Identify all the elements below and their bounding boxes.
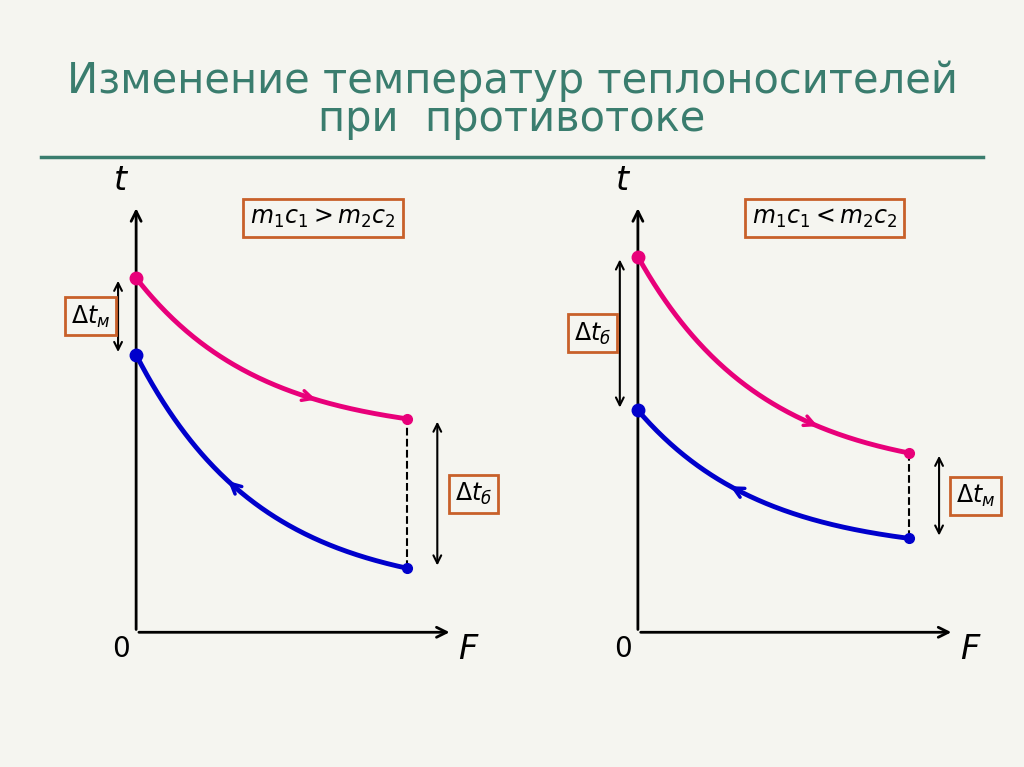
Text: Изменение температур теплоносителей: Изменение температур теплоносителей <box>67 60 957 101</box>
Text: $F$: $F$ <box>961 633 982 666</box>
Text: $\Delta t_м$: $\Delta t_м$ <box>72 303 111 330</box>
Text: $t$: $t$ <box>113 164 129 197</box>
Text: $F$: $F$ <box>459 633 480 666</box>
Text: $m_1c_1<m_2c_2$: $m_1c_1<m_2c_2$ <box>752 206 897 230</box>
Text: $m_1c_1>m_2c_2$: $m_1c_1>m_2c_2$ <box>250 206 395 230</box>
Text: $t$: $t$ <box>614 164 631 197</box>
Text: 0: 0 <box>614 635 632 663</box>
Text: $\Delta t_м$: $\Delta t_м$ <box>955 482 995 509</box>
Text: 0: 0 <box>113 635 130 663</box>
Text: $\Delta t_б$: $\Delta t_б$ <box>455 480 492 507</box>
Text: при  противотоке: при противотоке <box>318 98 706 140</box>
Text: $\Delta t_б$: $\Delta t_б$ <box>574 321 611 347</box>
